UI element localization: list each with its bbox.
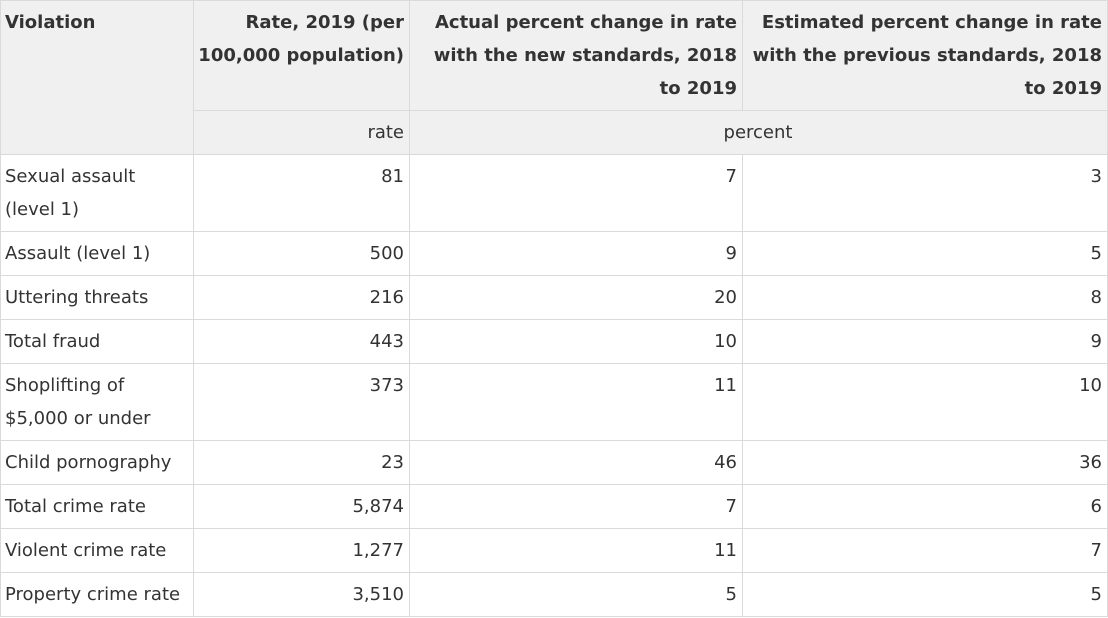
unit-row: rate percent (1, 110, 1108, 155)
cell-violation: Child pornography (0, 440, 194, 485)
cell-rate: 23 (193, 440, 410, 485)
cell-rate: 1,277 (193, 528, 410, 573)
cell-estimated-change: 9 (742, 319, 1108, 364)
table-body: Sexual assault (level 1) 81 7 3 Assault … (0, 154, 1108, 617)
cell-actual-change: 46 (409, 440, 743, 485)
table-row: Property crime rate 3,510 5 5 (0, 572, 1108, 617)
cell-estimated-change: 6 (742, 484, 1108, 529)
table-row: Total crime rate 5,874 7 6 (0, 484, 1108, 529)
cell-estimated-change: 8 (742, 275, 1108, 320)
unit-percent: percent (409, 110, 1108, 155)
column-header-violation: Violation (0, 0, 194, 155)
cell-estimated-change: 36 (742, 440, 1108, 485)
cell-actual-change: 7 (409, 154, 743, 232)
cell-estimated-change: 3 (742, 154, 1108, 232)
cell-actual-change: 11 (409, 363, 743, 441)
cell-violation: Total fraud (0, 319, 194, 364)
cell-actual-change: 11 (409, 528, 743, 573)
table-header: Violation Rate, 2019 (per 100,000 popula… (0, 0, 1108, 155)
cell-rate: 3,510 (193, 572, 410, 617)
cell-actual-change: 20 (409, 275, 743, 320)
cell-violation: Violent crime rate (0, 528, 194, 573)
cell-violation: Sexual assault (level 1) (0, 154, 194, 232)
table-row: Sexual assault (level 1) 81 7 3 (0, 154, 1108, 232)
cell-rate: 500 (193, 231, 410, 276)
table-row: Violent crime rate 1,277 11 7 (0, 528, 1108, 573)
cell-actual-change: 10 (409, 319, 743, 364)
column-header-estimated-change: Estimated percent change in rate with th… (742, 0, 1108, 111)
cell-violation: Uttering threats (0, 275, 194, 320)
cell-actual-change: 9 (409, 231, 743, 276)
table-row: Uttering threats 216 20 8 (0, 275, 1108, 320)
cell-estimated-change: 5 (742, 231, 1108, 276)
cell-actual-change: 5 (409, 572, 743, 617)
cell-rate: 216 (193, 275, 410, 320)
header-row: Violation Rate, 2019 (per 100,000 popula… (0, 0, 1108, 155)
cell-violation: Property crime rate (0, 572, 194, 617)
unit-rate: rate (193, 110, 410, 155)
column-header-rate: Rate, 2019 (per 100,000 population) (193, 0, 410, 111)
cell-violation: Shoplifting of $5,000 or under (0, 363, 194, 441)
cell-rate: 373 (193, 363, 410, 441)
table-row: Total fraud 443 10 9 (0, 319, 1108, 364)
cell-rate: 5,874 (193, 484, 410, 529)
table-row: Shoplifting of $5,000 or under 373 11 10 (0, 363, 1108, 441)
cell-estimated-change: 10 (742, 363, 1108, 441)
cell-rate: 81 (193, 154, 410, 232)
table-row: Assault (level 1) 500 9 5 (0, 231, 1108, 276)
cell-estimated-change: 7 (742, 528, 1108, 573)
cell-actual-change: 7 (409, 484, 743, 529)
cell-violation: Assault (level 1) (0, 231, 194, 276)
cell-rate: 443 (193, 319, 410, 364)
cell-violation: Total crime rate (0, 484, 194, 529)
table-row: Child pornography 23 46 36 (0, 440, 1108, 485)
cell-estimated-change: 5 (742, 572, 1108, 617)
column-header-actual-change: Actual percent change in rate with the n… (409, 0, 743, 111)
